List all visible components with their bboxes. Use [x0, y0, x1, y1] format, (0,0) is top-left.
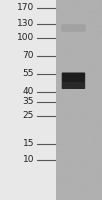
- Text: 10: 10: [23, 156, 34, 164]
- Text: 130: 130: [17, 20, 34, 28]
- FancyBboxPatch shape: [56, 0, 102, 200]
- Text: 170: 170: [17, 3, 34, 12]
- FancyBboxPatch shape: [62, 81, 85, 89]
- Text: 40: 40: [23, 88, 34, 97]
- Text: 25: 25: [23, 112, 34, 120]
- FancyBboxPatch shape: [61, 24, 86, 32]
- Text: 35: 35: [23, 98, 34, 106]
- FancyBboxPatch shape: [0, 0, 56, 200]
- Text: 55: 55: [23, 70, 34, 78]
- Text: 100: 100: [17, 33, 34, 43]
- Text: 70: 70: [23, 51, 34, 60]
- FancyBboxPatch shape: [62, 72, 85, 82]
- Text: 15: 15: [23, 140, 34, 148]
